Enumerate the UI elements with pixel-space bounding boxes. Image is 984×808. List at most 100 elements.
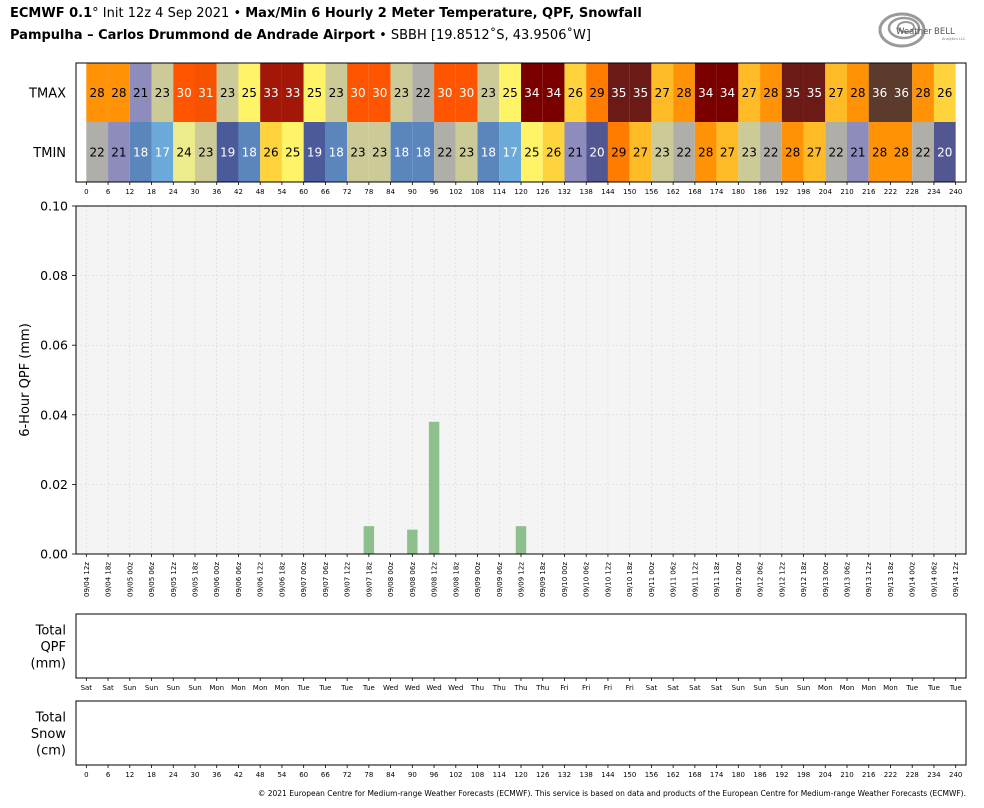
x-tick-label: 60 (299, 771, 308, 779)
tmin-cell (651, 122, 674, 182)
x-tick-label: 09/08 12z (431, 562, 439, 597)
weatherbell-logo: Weather BELL Analytics LLC (878, 12, 966, 48)
x-tick-label: 114 (493, 188, 507, 196)
tmax-cell (933, 63, 956, 122)
x-tick-label: Mon (818, 684, 833, 692)
x-tick-label: 222 (884, 188, 897, 196)
x-tick-label: Sat (81, 684, 93, 692)
tmax-value: 30 (459, 86, 474, 100)
tmax-value: 26 (937, 86, 952, 100)
tmin-value: 26 (263, 146, 278, 160)
tmax-value: 36 (872, 86, 887, 100)
tmin-value: 29 (611, 146, 626, 160)
x-tick-label: 138 (580, 188, 593, 196)
tmin-cell (173, 122, 195, 182)
tmin-value: 22 (90, 146, 105, 160)
tmax-value: 35 (785, 86, 800, 100)
tmin-cell (455, 122, 478, 182)
x-tick-label: 30 (191, 188, 200, 196)
total-qpf-label: (mm) (31, 657, 66, 672)
x-tick-label: Sun (167, 684, 180, 692)
x-tick-label: Mon (253, 684, 268, 692)
x-tick-label: Thu (470, 684, 484, 692)
x-tick-label: 09/13 18z (887, 562, 895, 597)
x-tick-label: Fri (604, 684, 612, 692)
tmax-cell (368, 63, 391, 122)
tmax-cell (412, 63, 435, 122)
x-tick-label: 198 (797, 771, 810, 779)
tmax-cell (455, 63, 478, 122)
tmin-value: 21 (850, 146, 865, 160)
x-tick-label: 18 (147, 771, 156, 779)
tmin-value: 18 (133, 146, 148, 160)
x-tick-label: Sat (667, 684, 679, 692)
y-tick-label: 0.06 (40, 338, 68, 353)
tmin-value: 26 (546, 146, 561, 160)
x-tick-label: 24 (169, 188, 178, 196)
tmin-cell (477, 122, 500, 182)
x-tick-label: 09/08 06z (409, 562, 417, 597)
x-tick-label: 192 (775, 188, 788, 196)
total-qpf-label: Total (35, 624, 66, 639)
tmin-cell (673, 122, 695, 182)
x-tick-label: 72 (343, 771, 352, 779)
x-tick-label: 36 (212, 771, 221, 779)
x-tick-label: 09/06 00z (213, 562, 221, 597)
x-tick-label: 102 (449, 771, 462, 779)
tmin-cell (86, 122, 109, 182)
tmin-value: 27 (633, 146, 648, 160)
x-tick-label: Sun (775, 684, 788, 692)
x-tick-label: 09/12 12z (778, 562, 786, 597)
x-tick-label: 168 (688, 188, 701, 196)
tmin-value: 23 (372, 146, 387, 160)
tmax-value: 33 (263, 86, 278, 100)
x-tick-label: 09/10 06z (583, 562, 591, 597)
tmin-value: 23 (350, 146, 365, 160)
x-tick-label: 48 (256, 771, 265, 779)
x-tick-label: 09/04 12z (83, 562, 91, 597)
tmax-cell (499, 63, 521, 122)
qpf-bar (515, 526, 527, 554)
tmin-value: 28 (872, 146, 887, 160)
tmax-cell (629, 63, 652, 122)
tmin-value: 23 (742, 146, 757, 160)
x-tick-label: Tue (949, 684, 962, 692)
x-tick-label: Mon (861, 684, 876, 692)
x-tick-label: 174 (710, 771, 724, 779)
tmax-cell (781, 63, 804, 122)
x-tick-label: 09/11 00z (648, 562, 656, 597)
x-tick-label: 0 (84, 188, 88, 196)
tmin-value: 24 (176, 146, 191, 160)
x-tick-label: 48 (256, 188, 265, 196)
x-tick-label: 42 (234, 188, 243, 196)
x-tick-label: Wed (405, 684, 420, 692)
x-tick-label: Sat (646, 684, 658, 692)
x-tick-label: Sun (797, 684, 810, 692)
x-tick-label: 180 (732, 188, 745, 196)
tmin-value: 20 (937, 146, 952, 160)
tmin-cell (847, 122, 869, 182)
tmin-cell (716, 122, 739, 182)
svg-text:BELL: BELL (934, 27, 955, 37)
x-tick-label: 09/05 12z (170, 562, 178, 597)
tmin-cell (325, 122, 348, 182)
x-tick-label: 30 (191, 771, 200, 779)
svg-text:Analytics LLC: Analytics LLC (942, 37, 966, 41)
tmin-value: 18 (416, 146, 431, 160)
tmax-cell (890, 63, 913, 122)
x-tick-label: 6 (106, 188, 111, 196)
svg-text:Weather: Weather (896, 27, 932, 37)
x-tick-label: 198 (797, 188, 810, 196)
tmin-cell (281, 122, 304, 182)
x-tick-label: 204 (819, 188, 833, 196)
tmax-value: 28 (111, 86, 126, 100)
qpf-bar-chart: 0.00 0.02 0.04 0.06 0.08 0.10 6-Hour QPF (mm) 0… (18, 199, 967, 597)
tmax-value: 36 (894, 86, 909, 100)
tmin-value: 25 (524, 146, 539, 160)
x-tick-label: Tue (905, 684, 918, 692)
tmax-value: 28 (915, 86, 930, 100)
tmin-cell (216, 122, 239, 182)
x-tick-label: Fri (582, 684, 590, 692)
